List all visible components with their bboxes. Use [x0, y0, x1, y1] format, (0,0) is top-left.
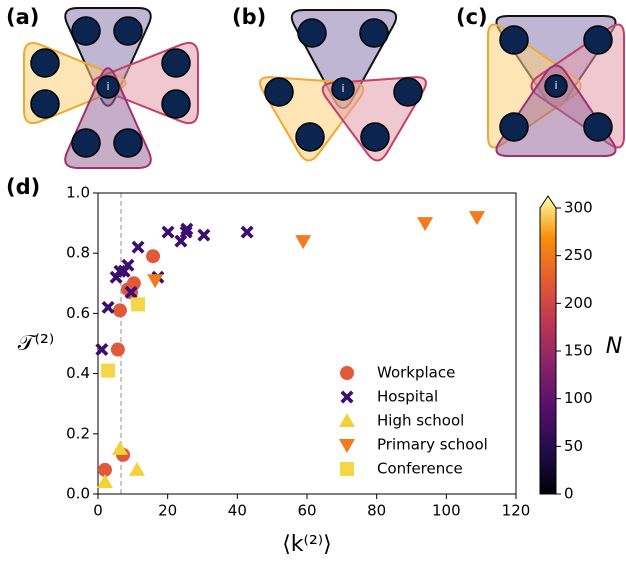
colorbar-tick-label: 200 [564, 294, 593, 312]
y-tick-label: 0.0 [66, 485, 90, 503]
point [113, 303, 127, 317]
colorbar-tick-label: 50 [564, 437, 583, 455]
x-tick-label: 60 [297, 502, 316, 520]
node [584, 113, 612, 141]
panel-label: (d) [6, 175, 40, 199]
node [298, 19, 326, 47]
x-tick-label: 100 [432, 502, 461, 520]
point [241, 226, 254, 239]
panel-label: (a) [6, 5, 39, 29]
node [500, 26, 528, 54]
point [95, 343, 108, 356]
point [469, 211, 485, 225]
y-tick-label: 0.2 [66, 424, 90, 442]
legend-label: Workplace [377, 364, 455, 382]
node [114, 129, 142, 157]
node [265, 78, 293, 106]
point [131, 297, 145, 311]
node-label: i [341, 82, 344, 95]
point [146, 249, 160, 263]
y-tick-label: 0.6 [66, 304, 90, 322]
panel-label: (b) [232, 5, 266, 29]
colorbar [540, 196, 556, 494]
colorbar-label: N [606, 334, 622, 359]
point [197, 229, 210, 242]
panel-label: (c) [456, 5, 488, 29]
y-axis-label: 𝒯⁽²⁾ [18, 331, 54, 356]
x-tick-label: 40 [228, 502, 247, 520]
node [31, 49, 59, 77]
node [72, 129, 100, 157]
node [500, 113, 528, 141]
legend-marker [340, 462, 354, 476]
legend-label: Hospital [377, 388, 438, 406]
node [296, 123, 324, 151]
figure: i i i (a) (b) (c) (d) ⟨k⁽²⁾⟩ 𝒯⁽²⁾ N 0 20 40 6… [0, 0, 626, 563]
node-label: i [106, 80, 109, 93]
colorbar-tick-label: 250 [564, 246, 593, 264]
node [360, 19, 388, 47]
node [114, 17, 142, 45]
y-tick-label: 1.0 [66, 184, 90, 202]
node [31, 90, 59, 118]
node [72, 17, 100, 45]
point [101, 364, 115, 378]
x-tick-label: 120 [502, 502, 531, 520]
point [102, 301, 115, 314]
legend-marker [341, 391, 354, 404]
x-tick-label: 0 [93, 502, 103, 520]
colorbar-tick-label: 100 [564, 389, 593, 407]
node [394, 78, 422, 106]
point [417, 217, 433, 231]
point [129, 462, 145, 476]
colorbar-tick-label: 150 [564, 342, 593, 360]
legend-marker [340, 366, 354, 380]
legend-label: Conference [377, 460, 463, 478]
node-label: i [554, 79, 557, 92]
point [295, 235, 311, 249]
legend-label: High school [377, 412, 464, 430]
colorbar-tick-label: 300 [564, 199, 593, 217]
y-tick-label: 0.8 [66, 244, 90, 262]
node [162, 90, 190, 118]
point [111, 343, 125, 357]
point [112, 441, 128, 455]
point [97, 474, 113, 488]
point [132, 241, 145, 254]
y-tick-label: 0.4 [66, 364, 90, 382]
legend-marker [339, 439, 355, 453]
x-axis-label: ⟨k⁽²⁾⟩ [282, 532, 332, 557]
node [584, 26, 612, 54]
x-tick-label: 80 [367, 502, 386, 520]
node [361, 123, 389, 151]
x-tick-label: 20 [158, 502, 177, 520]
point [162, 226, 175, 239]
legend-label: Primary school [377, 436, 488, 454]
colorbar-tick-label: 0 [564, 485, 574, 503]
node [162, 49, 190, 77]
legend-marker [339, 413, 355, 427]
